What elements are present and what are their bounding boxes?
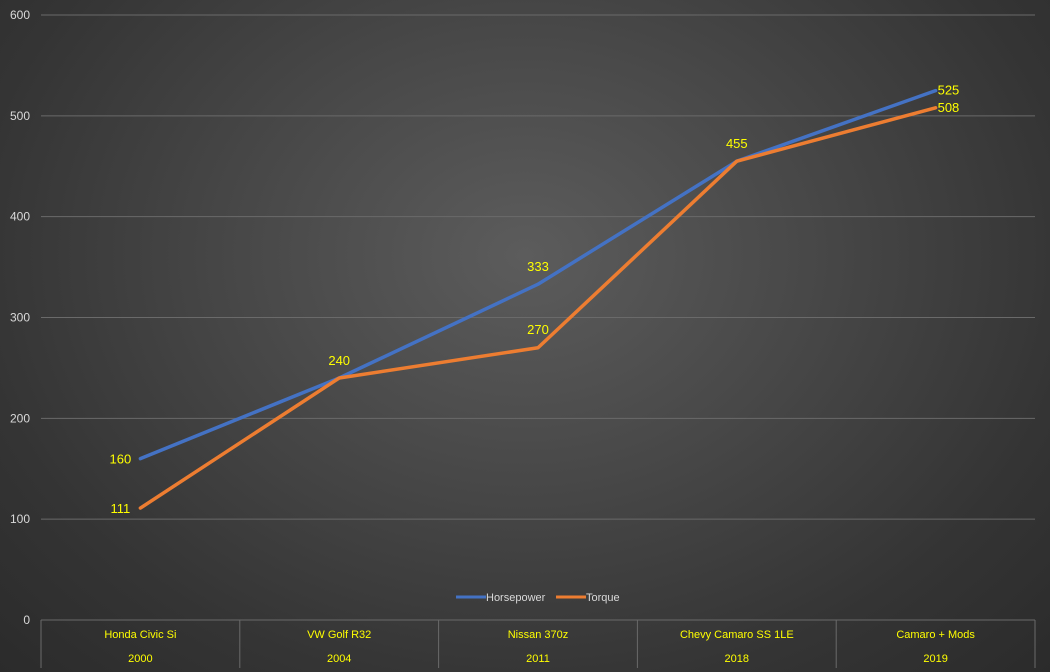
data-label-torque: 111 <box>111 501 131 516</box>
data-label-horsepower: 160 <box>110 452 132 467</box>
x-year-label: 2004 <box>327 653 351 665</box>
y-tick-label: 500 <box>10 109 30 123</box>
x-year-label: 2011 <box>526 653 550 665</box>
data-label-horsepower: 455 <box>726 136 748 151</box>
x-category-label: Nissan 370z <box>508 629 569 641</box>
y-tick-label: 300 <box>10 311 30 325</box>
y-tick-label: 0 <box>23 613 30 627</box>
data-label-horsepower: 240 <box>328 353 350 368</box>
y-tick-label: 200 <box>10 411 30 425</box>
legend-item-torque: Torque <box>556 592 620 604</box>
y-tick-label: 400 <box>10 210 30 224</box>
x-year-label: 2018 <box>725 653 749 665</box>
y-tick-label: 100 <box>10 512 30 526</box>
legend-label: Torque <box>586 592 620 604</box>
legend-item-horsepower: Horsepower <box>456 592 546 604</box>
x-category-label: Chevy Camaro SS 1LE <box>680 629 794 641</box>
data-label-torque: 508 <box>938 100 960 115</box>
series-line-horsepower <box>138 88 938 461</box>
x-category-label: VW Golf R32 <box>307 629 371 641</box>
x-category-label: Honda Civic Si <box>104 629 176 641</box>
series-line-torque <box>138 106 938 510</box>
data-label-horsepower: 525 <box>938 83 960 98</box>
data-label-torque: 270 <box>527 322 549 337</box>
data-label-horsepower: 333 <box>527 259 549 274</box>
legend-label: Horsepower <box>486 592 546 604</box>
x-category-label: Camaro + Mods <box>896 629 975 641</box>
x-year-label: 2000 <box>128 653 152 665</box>
x-year-label: 2019 <box>923 653 947 665</box>
y-tick-label: 600 <box>10 8 30 22</box>
